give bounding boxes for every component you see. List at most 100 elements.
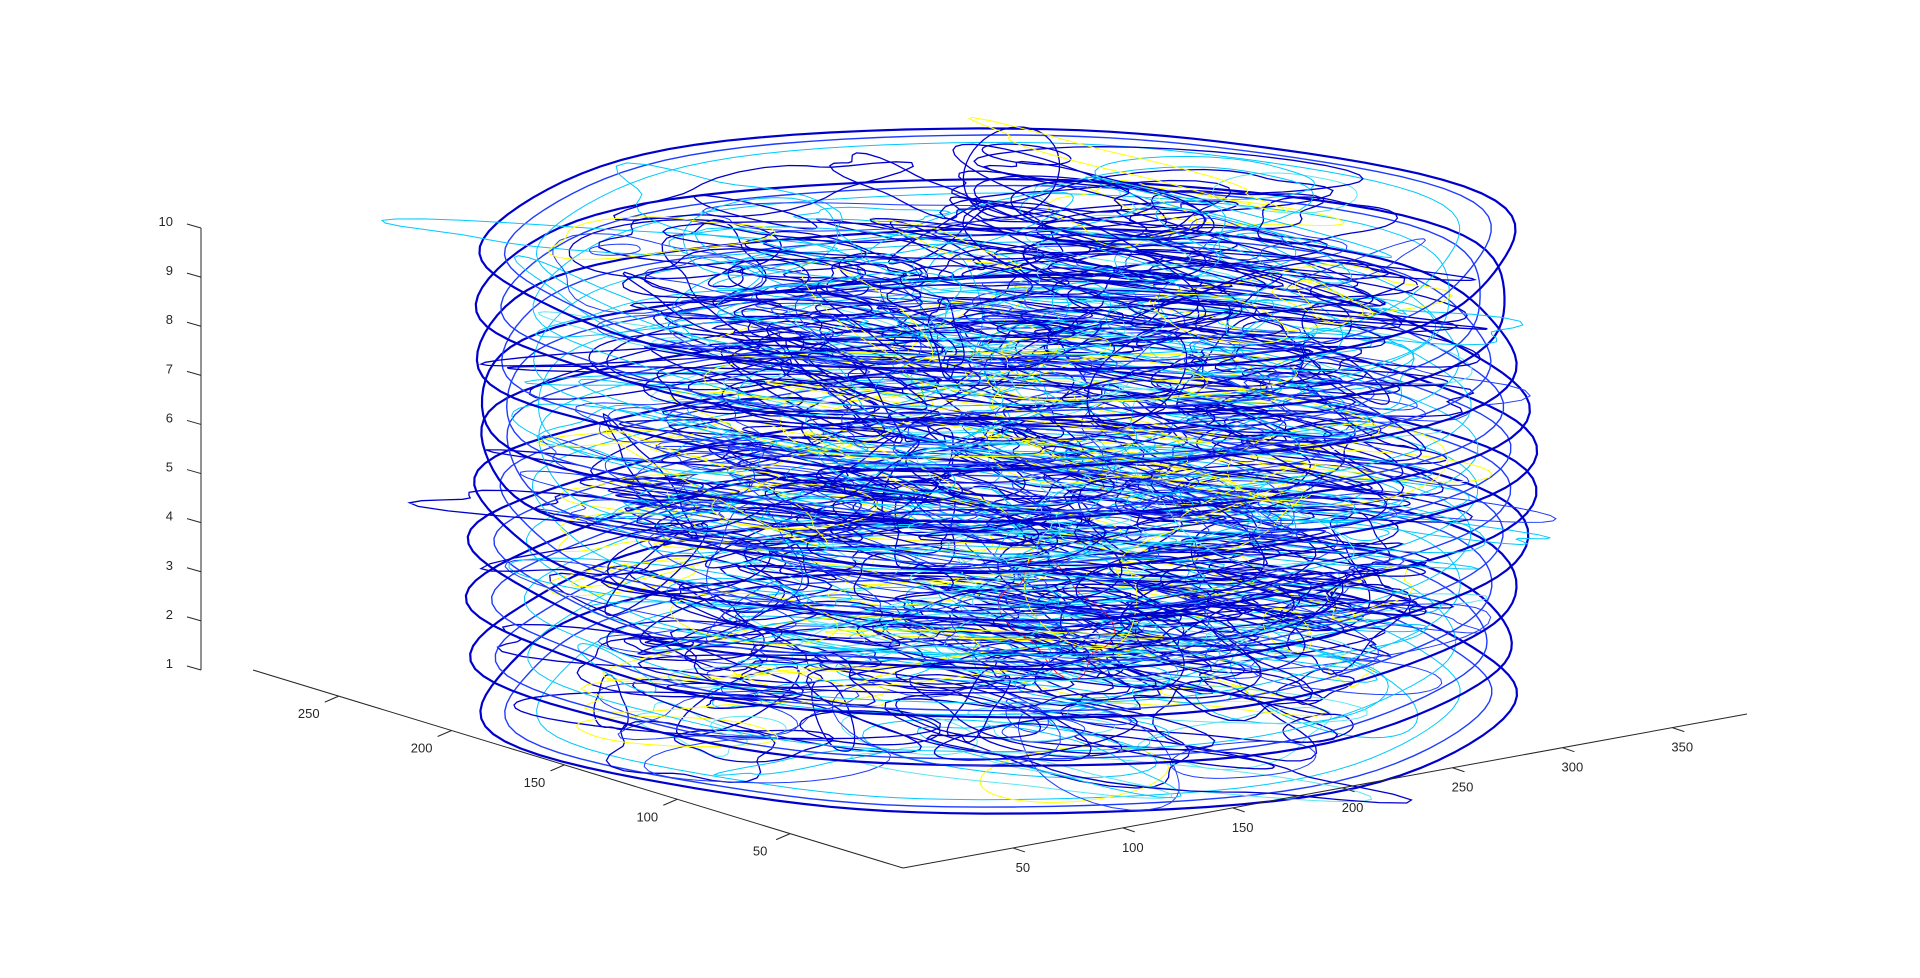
contour-line bbox=[661, 442, 775, 464]
contour-line bbox=[1018, 166, 1315, 239]
z-tick bbox=[186, 419, 202, 425]
contour-line bbox=[523, 368, 1002, 386]
x-tick-label: 100 bbox=[1122, 840, 1144, 855]
contour-line bbox=[600, 555, 833, 613]
contour-line bbox=[936, 297, 1094, 320]
contour-line bbox=[934, 200, 1239, 236]
contour-line bbox=[651, 604, 934, 651]
contour-line bbox=[667, 663, 778, 688]
contour-line bbox=[824, 629, 1166, 640]
contour-line bbox=[909, 673, 1216, 755]
x-tick bbox=[1012, 847, 1026, 853]
contour-line bbox=[894, 652, 1114, 709]
x-tick bbox=[1672, 727, 1685, 733]
z-tick bbox=[186, 518, 202, 524]
contour-line bbox=[496, 623, 830, 684]
contour-line bbox=[970, 200, 1268, 286]
x-tick bbox=[1452, 767, 1465, 773]
contour-line bbox=[741, 308, 829, 346]
contour-line bbox=[570, 556, 706, 587]
contour-line bbox=[1096, 456, 1212, 478]
contour-boundary bbox=[478, 127, 1517, 371]
contour-line bbox=[770, 306, 856, 337]
contour-line bbox=[629, 299, 815, 320]
contour-line bbox=[1173, 519, 1339, 533]
x-tick-label: 50 bbox=[1016, 860, 1030, 875]
y-tick bbox=[437, 730, 452, 737]
contour-line bbox=[1305, 381, 1418, 411]
z-tick-label: 8 bbox=[166, 312, 173, 327]
contour-line bbox=[1148, 264, 1453, 333]
z-tick bbox=[186, 616, 202, 622]
contour-line bbox=[1256, 196, 1399, 245]
contour-line bbox=[755, 290, 873, 316]
contour-line bbox=[737, 646, 990, 666]
y-tick bbox=[775, 833, 791, 841]
contour-line bbox=[618, 419, 893, 438]
contour-line bbox=[963, 399, 1137, 460]
x-tick bbox=[1232, 807, 1245, 813]
y-tick-label: 100 bbox=[636, 809, 658, 824]
contour-line bbox=[1238, 297, 1437, 372]
contour-layers bbox=[380, 116, 1557, 815]
contour-line bbox=[548, 216, 777, 260]
contour-line bbox=[1005, 697, 1133, 726]
contour-line bbox=[971, 584, 1165, 639]
contour-line bbox=[615, 162, 864, 262]
z-tick-label: 5 bbox=[166, 460, 173, 475]
contour-line bbox=[927, 296, 965, 380]
contour-line bbox=[1033, 177, 1136, 222]
contour-line bbox=[887, 200, 988, 265]
contour-line bbox=[576, 716, 778, 748]
contour-line bbox=[1036, 200, 1226, 282]
contour-line bbox=[1022, 233, 1207, 283]
contour-line bbox=[1126, 298, 1386, 349]
contour-line bbox=[1109, 571, 1349, 646]
contour-line bbox=[1114, 473, 1276, 538]
contour-line bbox=[607, 481, 741, 501]
contour-line bbox=[830, 434, 920, 495]
contour-boundary bbox=[537, 288, 1472, 509]
contour-line bbox=[1128, 259, 1406, 329]
contour-line bbox=[886, 283, 1105, 339]
contour-line bbox=[1174, 587, 1484, 634]
contour-line bbox=[545, 560, 697, 597]
contour-line bbox=[944, 616, 1070, 657]
contour-line bbox=[644, 248, 922, 305]
contour-line bbox=[981, 281, 1302, 334]
contour-line bbox=[762, 604, 895, 616]
contour-line bbox=[815, 285, 958, 372]
contour-line bbox=[772, 482, 1040, 544]
contour-boundary bbox=[479, 571, 1519, 815]
contour-line bbox=[683, 466, 878, 519]
contour-line bbox=[784, 460, 1009, 518]
contour-line bbox=[981, 143, 1072, 166]
z-tick-label: 7 bbox=[166, 361, 173, 376]
contour-line bbox=[1086, 329, 1188, 430]
contour-line bbox=[668, 226, 1018, 282]
contour-line bbox=[1112, 625, 1314, 722]
z-tick bbox=[186, 223, 202, 229]
contour-line bbox=[534, 493, 725, 532]
contour-line bbox=[1024, 428, 1374, 491]
x-tick bbox=[1122, 827, 1135, 833]
contour-line bbox=[1204, 597, 1379, 672]
contour-line bbox=[508, 557, 809, 608]
contour-line bbox=[1025, 229, 1191, 266]
contour-line bbox=[1253, 576, 1419, 616]
contour-line bbox=[596, 682, 799, 737]
axes: 50 100 150 200 250 300 350 50 100 150 200 250 1 2 3 4 5 6… bbox=[159, 214, 1748, 875]
contour-line bbox=[1286, 568, 1412, 675]
x-tick bbox=[1342, 787, 1355, 793]
contour-line bbox=[577, 642, 657, 693]
contour-line bbox=[682, 197, 839, 277]
contour-line bbox=[479, 518, 863, 576]
contour-line bbox=[1067, 281, 1207, 326]
contour-line bbox=[1191, 361, 1346, 408]
contour-boundary bbox=[493, 423, 1504, 664]
contour-boundary bbox=[464, 467, 1518, 719]
contour-line bbox=[617, 689, 860, 741]
x-axis-line bbox=[902, 713, 1748, 869]
contour-line bbox=[997, 578, 1211, 643]
